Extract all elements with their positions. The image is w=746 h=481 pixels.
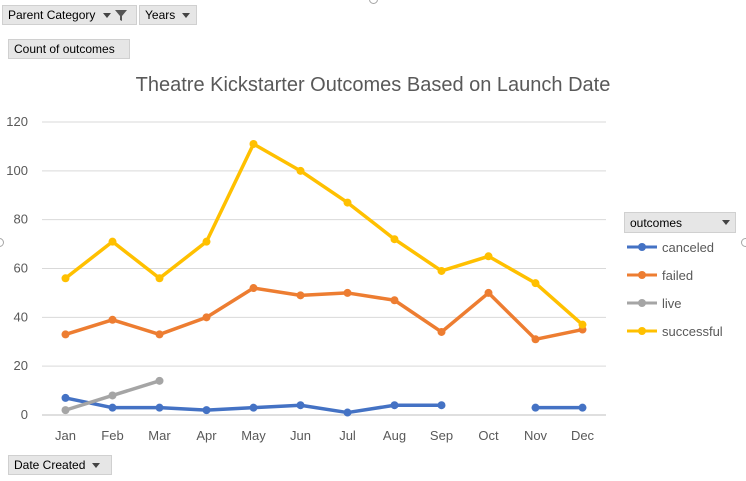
years-label: Years [145,8,176,22]
series-line [63,379,162,412]
x-tick-label: Jan [55,428,76,443]
data-point[interactable] [61,330,70,339]
legend-label: live [662,295,682,311]
parent-category-label: Parent Category [8,8,96,22]
data-point[interactable] [202,406,211,415]
x-tick-label: Feb [101,428,123,443]
y-tick-label: 60 [14,261,28,276]
resize-handle-left[interactable] [0,238,4,247]
data-point[interactable] [249,284,258,293]
data-point[interactable] [343,198,352,207]
y-tick-label: 100 [6,163,28,178]
y-tick-label: 120 [6,114,28,129]
data-point[interactable] [108,391,117,400]
x-tick-label: Oct [478,428,499,443]
data-point[interactable] [61,274,70,283]
series-failed [61,284,587,344]
data-point[interactable] [578,325,587,334]
chart-title: Theatre Kickstarter Outcomes Based on La… [135,74,611,96]
x-tick-label: Mar [148,428,171,443]
data-point[interactable] [202,237,211,246]
data-point[interactable] [61,393,70,402]
x-tick-label: Jun [290,428,311,443]
data-point[interactable] [531,279,540,288]
data-point[interactable] [531,335,540,344]
legend-label: successful [662,323,723,339]
legend-title: outcomes [630,215,683,230]
data-point[interactable] [390,235,399,244]
legend-label: canceled [662,239,715,255]
x-tick-label: Sep [430,428,453,443]
data-point[interactable] [155,330,164,339]
x-tick-label: Aug [383,428,406,443]
legend-marker-icon [627,327,657,335]
series-canceled [61,393,587,417]
x-tick-label: Nov [524,428,548,443]
series-line [63,286,585,342]
data-point[interactable] [202,313,211,322]
data-point[interactable] [437,401,446,410]
legend-label: failed [662,267,694,283]
data-point[interactable] [578,403,587,412]
x-tick-label: May [241,428,266,443]
legend-marker-icon [627,243,657,251]
data-point[interactable] [296,401,305,410]
y-tick-label: 80 [14,212,28,227]
data-point[interactable] [155,403,164,412]
data-point[interactable] [437,266,446,275]
data-point[interactable] [108,403,117,412]
data-point[interactable] [249,403,258,412]
filter-icon [115,10,128,21]
values-field-label: Count of outcomes [14,42,115,56]
legend-marker-icon [627,271,657,279]
data-point[interactable] [390,296,399,305]
legend-item-live[interactable]: live [624,289,736,317]
chevron-down-icon [182,12,191,18]
data-point[interactable] [390,401,399,410]
parent-category-filter-button[interactable]: Parent Category [2,5,137,25]
resize-handle-right[interactable] [741,238,746,247]
resize-handle-top[interactable] [369,0,378,4]
series-line [63,142,585,327]
data-point[interactable] [484,288,493,297]
legend-marker-icon [627,299,657,307]
y-tick-label: 40 [14,309,28,324]
legend-item-failed[interactable]: failed [624,261,736,289]
x-tick-label: Jul [339,428,356,443]
data-point[interactable] [155,274,164,283]
data-point[interactable] [343,408,352,417]
y-tick-label: 0 [21,407,28,422]
series-successful [61,139,587,329]
date-created-label: Date Created [14,458,86,472]
x-tick-label: Apr [196,428,217,443]
legend: outcomes canceled failed live successful [624,212,736,345]
series-live [61,376,164,415]
data-point[interactable] [249,139,258,148]
data-point[interactable] [531,403,540,412]
series-line [63,396,444,415]
legend-item-successful[interactable]: successful [624,317,736,345]
outcomes-filter-button[interactable]: outcomes [624,212,736,233]
legend-item-canceled[interactable]: canceled [624,233,736,261]
years-filter-button[interactable]: Years [139,5,197,25]
data-point[interactable] [437,327,446,336]
data-point[interactable] [155,376,164,385]
chevron-down-icon [103,12,112,18]
data-point[interactable] [343,288,352,297]
date-created-filter-button[interactable]: Date Created [8,455,112,475]
data-point[interactable] [484,252,493,261]
x-tick-label: Dec [571,428,595,443]
chevron-down-icon [722,220,730,225]
data-point[interactable] [108,237,117,246]
data-point[interactable] [296,166,305,175]
data-point[interactable] [61,406,70,415]
data-point[interactable] [578,320,587,329]
values-field-button[interactable]: Count of outcomes [8,39,130,59]
chevron-down-icon [92,462,101,468]
y-tick-label: 20 [14,358,28,373]
data-point[interactable] [108,315,117,324]
data-point[interactable] [296,291,305,300]
